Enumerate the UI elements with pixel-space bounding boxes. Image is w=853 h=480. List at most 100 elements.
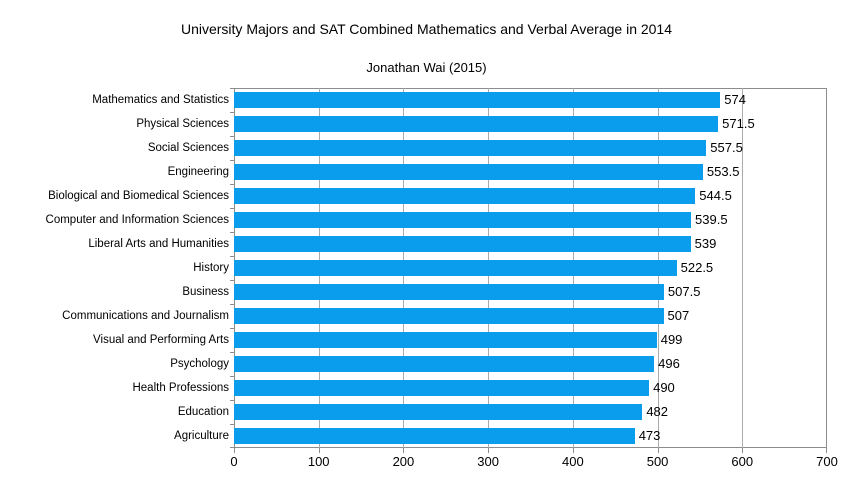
category-label: Social Sciences <box>147 142 229 154</box>
value-tick-mark <box>826 448 827 453</box>
category-tick-mark <box>230 376 234 377</box>
bar-value-label: 571.5 <box>722 116 755 131</box>
category-label: Education <box>177 406 229 418</box>
value-tick-label: 600 <box>731 454 754 469</box>
category-tick-mark <box>230 304 234 305</box>
bar <box>234 140 707 156</box>
bar-value-label: 557.5 <box>710 140 743 155</box>
bar-row: 496 <box>234 352 827 376</box>
bar-row: 507.5 <box>234 280 827 304</box>
category-tick-mark <box>230 232 234 233</box>
bar-value-label: 473 <box>638 428 661 443</box>
value-tick-mark <box>657 448 659 453</box>
bar <box>234 332 657 348</box>
bar-row: 507 <box>234 304 827 328</box>
category-label: Biological and Biomedical Sciences <box>48 190 229 202</box>
category-label: Agriculture <box>174 430 229 442</box>
category-label: Computer and Information Sciences <box>45 214 229 226</box>
value-tick-mark <box>572 448 574 453</box>
category-label: Health Professions <box>132 382 229 394</box>
bar-value-label: 496 <box>658 356 680 371</box>
bar <box>234 212 692 228</box>
category-tick-mark <box>230 447 234 448</box>
category-tick-mark <box>230 424 234 425</box>
category-label: Liberal Arts and Humanities <box>88 238 229 250</box>
category-label: Engineering <box>167 166 229 178</box>
bar-value-label: 539 <box>694 236 717 251</box>
value-tick-mark <box>234 448 235 453</box>
bar-row: 544.5 <box>234 184 827 208</box>
bar <box>234 356 655 372</box>
value-tick-mark <box>318 448 320 453</box>
value-tick-mark <box>488 448 490 453</box>
bar-row: 522.5 <box>234 256 827 280</box>
bar-value-label: 539.5 <box>695 212 728 227</box>
bar-value-label: 522.5 <box>680 260 714 275</box>
bar-row: 553.5 <box>234 160 827 184</box>
bar-value-label: 574 <box>724 92 746 107</box>
category-tick-mark <box>230 328 234 329</box>
category-tick-mark <box>230 136 234 137</box>
bar-value-label: 553.5 <box>706 164 740 179</box>
bar-value-label: 490 <box>653 380 675 395</box>
bar-row: 557.5 <box>234 136 827 160</box>
category-label: Physical Sciences <box>136 118 229 130</box>
value-tick-mark <box>403 448 405 453</box>
bar <box>234 380 650 396</box>
bar-value-label: 499 <box>660 332 683 347</box>
category-label: Communications and Journalism <box>62 310 229 322</box>
bar-row: 473 <box>234 424 827 448</box>
bar-row: 539.5 <box>234 208 827 232</box>
value-tick-label: 300 <box>477 454 499 469</box>
value-tick-label: 200 <box>392 454 415 469</box>
category-label: Mathematics and Statistics <box>92 94 229 106</box>
bar <box>234 308 664 324</box>
category-axis-ticks <box>230 88 234 449</box>
category-tick-mark <box>230 88 234 89</box>
category-label: Visual and Performing Arts <box>93 334 229 346</box>
bar <box>234 428 635 444</box>
bar-value-label: 544.5 <box>699 188 732 203</box>
bar-value-label: 507.5 <box>667 284 701 299</box>
bar-row: 490 <box>234 376 827 400</box>
category-tick-mark <box>230 112 234 113</box>
bar <box>234 260 677 276</box>
category-axis-labels: Mathematics and Statistics Physical Scien… <box>0 88 229 448</box>
bar <box>234 92 721 108</box>
bar-row: 499 <box>234 328 827 352</box>
value-axis-ticks <box>234 448 827 453</box>
gridline <box>742 88 744 448</box>
category-tick-mark <box>230 184 234 185</box>
bar-row: 574 <box>234 88 827 112</box>
value-tick-label: 400 <box>561 454 584 469</box>
category-tick-mark <box>230 400 234 401</box>
category-tick-mark <box>230 160 234 161</box>
bar-row: 539 <box>234 232 827 256</box>
plot-area: 574 571.5 557.5 553.5 544.5 539.5 539 522.5 507.… <box>234 88 827 448</box>
bar-row: 482 <box>234 400 827 424</box>
bar <box>234 116 719 132</box>
category-label: History <box>193 262 229 274</box>
value-tick-label: 100 <box>307 454 330 469</box>
category-label: Psychology <box>170 358 229 370</box>
chart-subtitle: Jonathan Wai (2015) <box>366 60 487 75</box>
chart-title: University Majors and SAT Combined Mathe… <box>180 21 673 37</box>
bar <box>234 284 664 300</box>
value-tick-label: 0 <box>230 454 238 469</box>
bar-value-label: 507 <box>667 308 690 323</box>
bar-row: 571.5 <box>234 112 827 136</box>
value-tick-label: 500 <box>646 454 669 469</box>
bar <box>234 236 691 252</box>
bar-value-label: 482 <box>646 404 669 419</box>
value-axis-labels: 0 100 200 300 400 500 600 700 <box>230 454 837 470</box>
category-tick-mark <box>230 352 234 353</box>
value-tick-mark <box>742 448 744 453</box>
category-tick-mark <box>230 208 234 209</box>
bar <box>234 164 703 180</box>
value-tick-label: 700 <box>816 454 838 469</box>
category-tick-mark <box>230 256 234 257</box>
category-tick-mark <box>230 280 234 281</box>
bar <box>234 404 643 420</box>
category-label: Business <box>182 286 229 298</box>
